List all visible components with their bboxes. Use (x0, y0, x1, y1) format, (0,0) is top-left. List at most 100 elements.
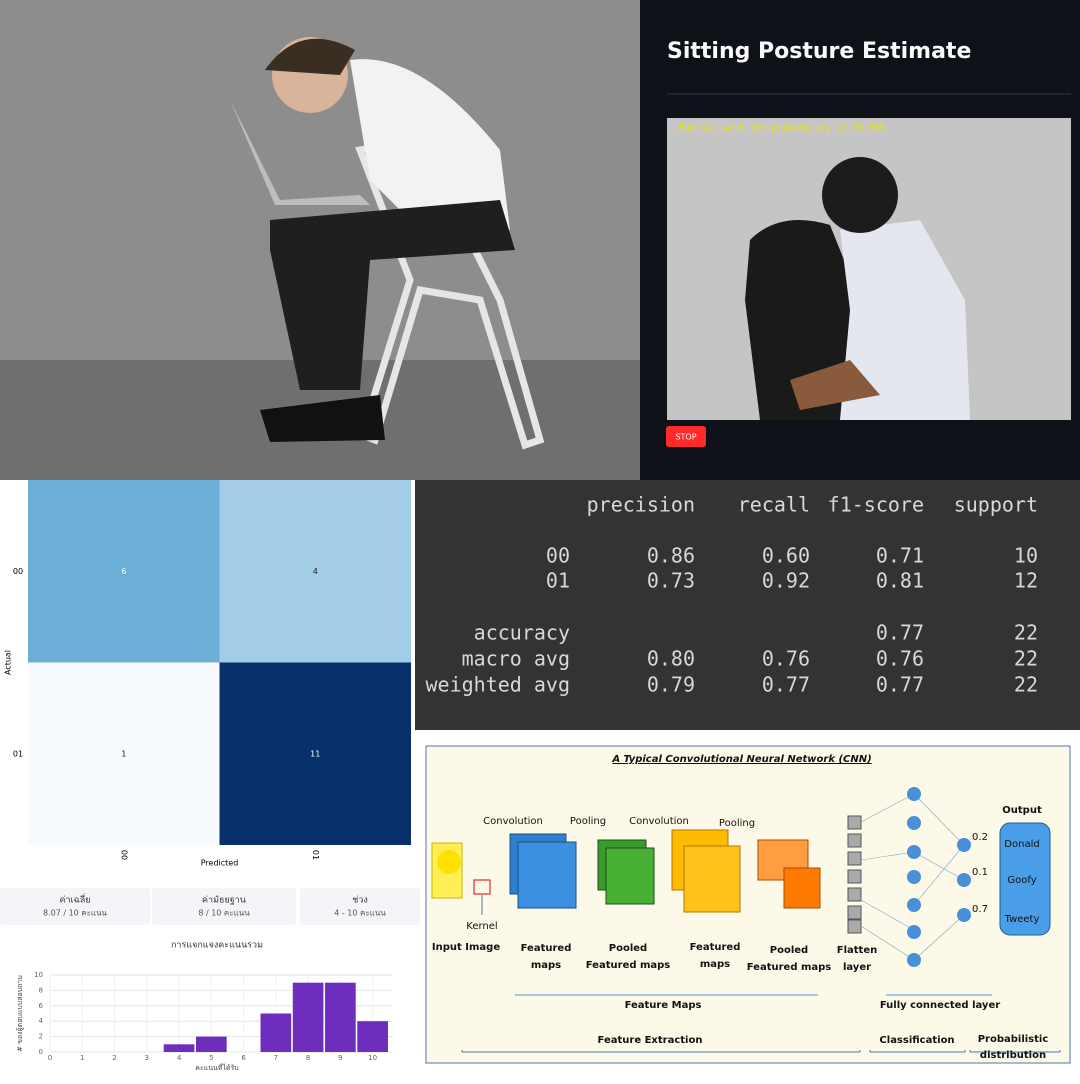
cnn-label: Pooling (719, 818, 755, 829)
report-header: recall (738, 493, 810, 517)
x-tick-label: 00 (119, 850, 128, 860)
stat-label: ช่วง (352, 896, 368, 906)
bar (357, 1021, 388, 1052)
report-cell: 22 (1014, 647, 1038, 671)
x-tick-label: 1 (80, 1054, 84, 1062)
stat-value: 8 / 10 คะแนน (198, 909, 250, 918)
cnn-label: Convolution (483, 816, 543, 827)
cnn-label: Feature Maps (625, 1000, 702, 1011)
cnn-prob: 0.2 (972, 832, 988, 843)
x-axis-label: คะแนนที่ได้รับ (195, 1063, 238, 1072)
cnn-class: Tweety (1004, 914, 1040, 925)
cnn-label: Featured maps (586, 960, 671, 971)
y-tick-label: 8 (39, 986, 43, 994)
report-cell: macro avg (462, 647, 570, 671)
cnn-label: Featured maps (747, 962, 832, 973)
app-title: Sitting Posture Estimate (667, 39, 971, 64)
cnn-shapes (431, 787, 1061, 1053)
cnn-label: Input Image (432, 942, 500, 953)
cnn-label: Convolution (629, 816, 689, 827)
report-cell: 12 (1014, 569, 1038, 593)
video-frame (667, 118, 1071, 420)
report-cell: 0.60 (762, 544, 810, 568)
stop-button[interactable] (666, 426, 706, 447)
x-tick-label: 4 (177, 1054, 182, 1062)
x-tick-label: 7 (274, 1054, 278, 1062)
x-tick-label: 9 (338, 1054, 342, 1062)
y-tick-label: 6 (39, 1002, 44, 1010)
y-tick-label: 0 (39, 1048, 43, 1056)
report-header: f1-score (828, 493, 924, 517)
report-cell: 0.76 (762, 647, 810, 671)
stat-value: 4 - 10 คะแนน (334, 909, 386, 918)
cell-label: 11 (310, 749, 320, 758)
report-cell: 0.79 (647, 673, 695, 697)
y-axis-label: Actual (4, 650, 13, 675)
report-cell: 0.80 (647, 647, 695, 671)
cnn-label: Pooling (570, 816, 606, 827)
x-tick-label: 6 (241, 1054, 246, 1062)
cell-label: 1 (121, 749, 126, 758)
report-cell: 0.92 (762, 569, 810, 593)
report-cell: 0.77 (762, 673, 810, 697)
bar (292, 982, 324, 1052)
x-axis-label: Predicted (201, 859, 239, 868)
cnn-label: Feature Extraction (598, 1035, 703, 1046)
stat-value: 8.07 / 10 คะแนน (43, 909, 108, 918)
report-cell: 0.77 (876, 673, 924, 697)
y-tick-label: 01 (13, 749, 23, 758)
stat-label: ค่าเฉลี่ย (59, 893, 90, 906)
cnn-label: Pooled (609, 943, 647, 954)
heatmap-cell (28, 480, 220, 663)
cnn-label: Pooled (770, 945, 808, 956)
bar (260, 1013, 292, 1052)
report-cell: 22 (1014, 673, 1038, 697)
report-panel (415, 480, 1080, 730)
stat-label: ค่ามัธยฐาน (202, 896, 246, 906)
report-cell: 22 (1014, 621, 1038, 645)
photo (0, 0, 640, 480)
heatmap-cell (219, 480, 411, 663)
bar (195, 1036, 227, 1052)
cnn-title: A Typical Convolutional Neural Network (… (611, 754, 871, 765)
stat-card (300, 888, 420, 925)
bar (325, 982, 356, 1052)
x-tick-label: 8 (306, 1054, 310, 1062)
report-cell: 0.77 (876, 621, 924, 645)
x-tick-label: 10 (368, 1054, 377, 1062)
cell-label: 6 (121, 567, 126, 576)
report-cell: accuracy (474, 621, 570, 645)
cnn-label: Kernel (466, 921, 497, 932)
report-cell: 0.81 (876, 569, 924, 593)
y-tick-label: 10 (34, 971, 43, 979)
stop-label[interactable]: STOP (675, 433, 696, 442)
x-tick-label: 3 (145, 1054, 149, 1062)
cnn-label: Featured (690, 942, 741, 953)
cnn-label: Classification (879, 1035, 954, 1046)
report-cell: 0.86 (647, 544, 695, 568)
stat-card (152, 888, 296, 925)
x-tick-label: 2 (112, 1054, 116, 1062)
report-cell: 01 (546, 569, 570, 593)
report-cell: 00 (546, 544, 570, 568)
cnn-label: distribution (980, 1050, 1046, 1061)
report-cell: weighted avg (426, 673, 571, 697)
report-header: support (954, 493, 1038, 517)
cnn-label: Fully connected layer (880, 1000, 1000, 1011)
report-header: precision (587, 493, 695, 517)
cnn-prob: 0.7 (972, 904, 988, 915)
y-tick-label: 00 (13, 567, 23, 576)
cnn-label: Flatten (837, 945, 877, 956)
heatmap-cell (219, 662, 411, 845)
x-tick-label: 01 (311, 850, 320, 860)
cnn-label: Probabilistic (978, 1034, 1049, 1045)
report-cell: 10 (1014, 544, 1038, 568)
stat-card (0, 888, 150, 925)
cnn-prob: 0.1 (972, 867, 988, 878)
cnn-label: maps (531, 960, 561, 971)
cnn-label: Featured (521, 943, 572, 954)
x-tick-label: 0 (48, 1054, 52, 1062)
bar (163, 1044, 195, 1052)
